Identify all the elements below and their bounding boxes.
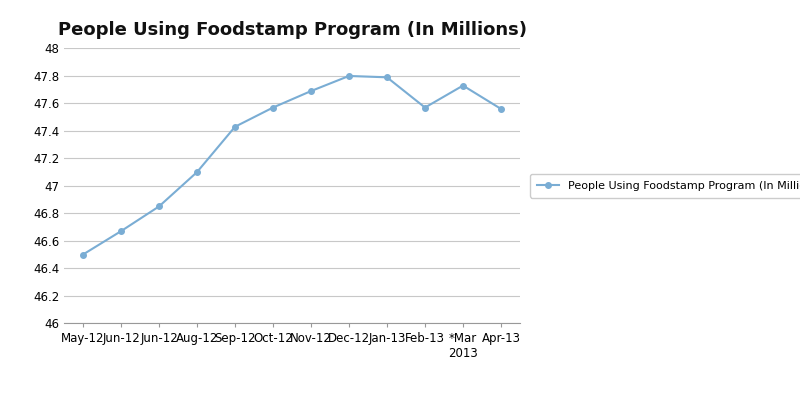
People Using Foodstamp Program (In Millions) [230,124,240,129]
People Using Foodstamp Program (In Millions) [116,229,126,234]
People Using Foodstamp Program (In Millions) [420,105,430,110]
People Using Foodstamp Program (In Millions) [268,105,278,110]
People Using Foodstamp Program (In Millions) [382,75,392,80]
Line: People Using Foodstamp Program (In Millions): People Using Foodstamp Program (In Milli… [80,73,504,257]
People Using Foodstamp Program (In Millions) [344,74,354,78]
People Using Foodstamp Program (In Millions) [154,204,164,209]
People Using Foodstamp Program (In Millions) [78,252,88,257]
People Using Foodstamp Program (In Millions) [458,83,468,88]
Title: People Using Foodstamp Program (In Millions): People Using Foodstamp Program (In Milli… [58,21,526,39]
People Using Foodstamp Program (In Millions) [496,107,506,112]
Legend: People Using Foodstamp Program (In Millions): People Using Foodstamp Program (In Milli… [530,174,800,198]
People Using Foodstamp Program (In Millions) [306,88,316,93]
People Using Foodstamp Program (In Millions) [192,170,202,175]
